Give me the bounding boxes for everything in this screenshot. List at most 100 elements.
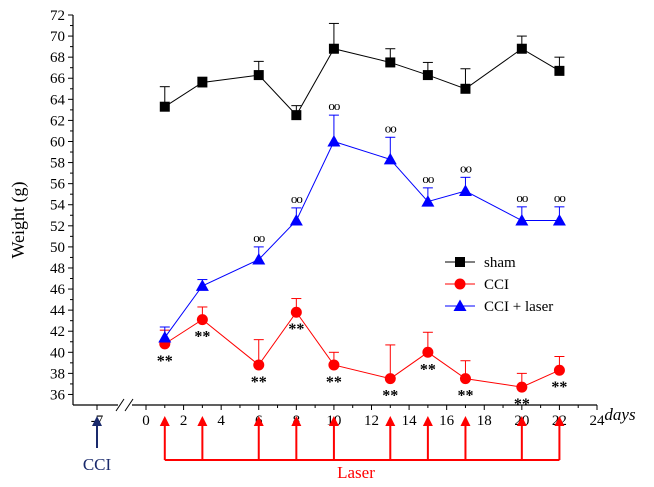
y-tick-label: 36: [50, 387, 66, 403]
legend-label: CCI + laser: [484, 299, 553, 315]
legend-label: sham: [484, 255, 516, 271]
y-tick-label: 52: [50, 219, 65, 235]
data-point: [253, 359, 265, 371]
data-point: [459, 373, 471, 385]
legend-label: CCI: [484, 277, 509, 293]
laser-label: Laser: [337, 463, 375, 482]
y-tick-label: 38: [50, 366, 65, 382]
y-tick-label: 66: [50, 71, 66, 87]
significance-circles: oo: [385, 120, 397, 135]
data-point: [421, 195, 435, 207]
data-point: [197, 77, 208, 88]
x-tick-label: 12: [364, 413, 379, 429]
significance-circles: oo: [422, 171, 434, 186]
data-point: [553, 364, 565, 376]
y-tick-label: 70: [50, 29, 65, 45]
y-tick-label: 54: [50, 198, 66, 214]
laser-arrow-head: [291, 416, 302, 426]
significance-stars: **: [251, 374, 267, 391]
x-tick-label: 2: [180, 413, 188, 429]
data-point: [328, 43, 339, 54]
x-tick-label: 24: [590, 413, 606, 429]
y-tick-label: 56: [50, 177, 66, 193]
series-cci-laser: [158, 114, 566, 343]
data-point: [552, 214, 566, 226]
significance-circles: oo: [291, 191, 303, 206]
y-tick-label: 50: [50, 240, 65, 256]
x-tick-label: 16: [439, 413, 455, 429]
y-tick-label: 44: [50, 303, 66, 319]
y-tick-label: 46: [50, 282, 66, 298]
legend: sham CCI CCI + laser: [445, 255, 553, 315]
laser-arrow-head: [197, 416, 208, 426]
data-point: [252, 253, 266, 265]
data-point: [516, 43, 527, 54]
laser-arrow-head: [253, 416, 264, 426]
y-tick-label: 48: [50, 261, 65, 277]
axis-break-mark: [124, 398, 134, 412]
x-axis-label: days: [604, 405, 636, 424]
x-tick-label: 0: [142, 413, 150, 429]
series-line: [164, 311, 560, 388]
cci-label: CCI: [83, 455, 112, 474]
y-tick-label: 42: [50, 324, 65, 340]
x-tick-label: 4: [217, 413, 225, 429]
significance-stars: **: [326, 374, 342, 391]
axis-break-mark: [115, 398, 125, 412]
data-point: [385, 57, 396, 68]
y-tick-label: 60: [50, 134, 65, 150]
series-layer: ** ** ** ** ** ** ** ** ** ** oo oo oo oo oo oo oo oo: [157, 22, 567, 413]
data-point: [253, 70, 264, 81]
significance-circles: oo: [460, 160, 472, 175]
laser-arrow-head: [385, 416, 396, 426]
significance-stars: **: [457, 388, 473, 405]
series-line: [164, 140, 560, 338]
x-tick-label: 18: [477, 413, 492, 429]
data-point: [290, 306, 302, 318]
data-point: [460, 83, 471, 94]
significance-circles: oo: [253, 230, 265, 245]
significance-circles: oo: [554, 190, 566, 205]
significance-stars: **: [420, 361, 436, 378]
significance-stars: **: [194, 329, 210, 346]
significance-stars: **: [551, 379, 567, 396]
y-tick-label: 68: [50, 50, 65, 66]
data-point: [289, 214, 303, 226]
y-tick-label: 58: [50, 156, 65, 172]
laser-arrow-head: [159, 416, 170, 426]
legend-marker: [453, 299, 467, 311]
data-point: [422, 346, 434, 358]
series-line: [164, 48, 560, 116]
laser-arrow-head: [460, 416, 471, 426]
events: CCI Laser: [83, 416, 565, 482]
y-axis-label: Weight (g): [8, 181, 29, 258]
data-point: [515, 214, 529, 226]
significance-circles: oo: [328, 98, 340, 113]
data-point: [291, 110, 302, 121]
data-point: [327, 134, 341, 147]
data-point: [159, 101, 170, 112]
data-point: [196, 314, 208, 326]
y-tick-label: 64: [50, 92, 66, 108]
laser-arrow-head: [328, 416, 339, 426]
laser-arrow-head: [554, 416, 565, 426]
legend-marker: [454, 278, 466, 290]
laser-arrow-head: [422, 416, 433, 426]
laser-arrow-head: [516, 416, 527, 426]
data-point: [158, 331, 172, 343]
data-point: [195, 279, 209, 291]
significance-stars: **: [382, 388, 398, 405]
data-point: [422, 70, 433, 81]
significance-stars: **: [157, 353, 173, 370]
data-point: [516, 381, 528, 393]
legend-marker: [455, 257, 465, 267]
significance-stars: **: [288, 321, 304, 338]
series-sham: [159, 22, 565, 121]
data-point: [554, 65, 565, 76]
x-tick-label: 14: [402, 413, 418, 429]
cci-arrow-head: [92, 416, 102, 426]
y-tick-label: 72: [50, 8, 65, 24]
y-tick-label: 62: [50, 113, 65, 129]
data-point: [384, 373, 396, 385]
